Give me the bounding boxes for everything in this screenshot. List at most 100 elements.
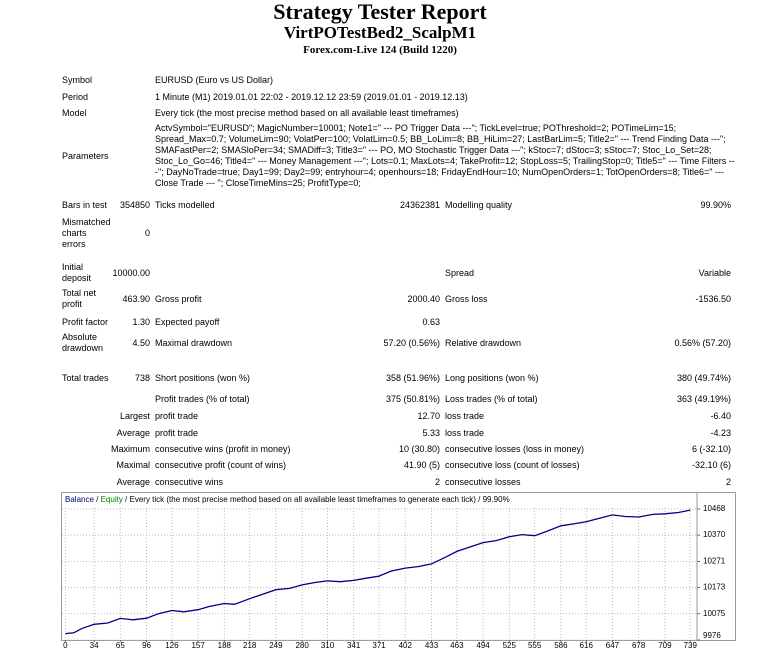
chart-legend: Balance / Equity / Every tick (the most … bbox=[65, 495, 510, 504]
stat-label: Mismatched charts errors bbox=[62, 216, 111, 249]
stat-value: 10 (30.80) bbox=[398, 443, 440, 454]
stat-row: Maximum consecutive wins (profit in money… bbox=[0, 443, 760, 455]
stat-label: Gross profit bbox=[155, 293, 202, 304]
stat-label: Maximal bbox=[116, 459, 150, 470]
stat-label: Loss trades (% of total) bbox=[445, 393, 538, 404]
info-row: Parameters ActvSymbol="EURUSD"; MagicNumb… bbox=[0, 123, 760, 188]
info-row: Symbol EURUSD (Euro vs US Dollar) bbox=[0, 74, 760, 86]
info-value: 1 Minute (M1) 2019.01.01 22:02 - 2019.12… bbox=[155, 91, 468, 102]
stat-value: -1536.50 bbox=[695, 293, 731, 304]
stat-value: 354850 bbox=[119, 199, 150, 210]
stat-value: 375 (50.81%) bbox=[385, 393, 440, 404]
x-tick-label: 341 bbox=[347, 641, 361, 650]
stat-label: consecutive wins (profit in money) bbox=[155, 443, 291, 454]
stat-row: Total net profit 463.90 Gross profit 2000.4… bbox=[0, 288, 760, 310]
stat-label: Bars in test bbox=[62, 199, 108, 210]
chart-frame bbox=[61, 492, 736, 641]
stat-value: 24362381 bbox=[399, 199, 440, 210]
x-tick-label: 157 bbox=[191, 641, 205, 650]
stat-row: Absolute drawdown 4.50 Maximal drawdown 57.… bbox=[0, 332, 760, 354]
info-value: ActvSymbol="EURUSD"; MagicNumber=10001; … bbox=[155, 123, 735, 188]
legend-separator: / bbox=[94, 495, 101, 504]
x-tick-label: 371 bbox=[372, 641, 386, 650]
stat-label: Total net profit bbox=[62, 288, 97, 309]
stat-label: Maximal drawdown bbox=[155, 337, 233, 348]
stat-label: Maximum bbox=[110, 443, 150, 454]
x-tick-label: 402 bbox=[399, 641, 413, 650]
stat-label: loss trade bbox=[445, 410, 485, 421]
stat-value: -6.40 bbox=[710, 410, 731, 421]
stat-label: Initial deposit bbox=[62, 262, 92, 283]
stat-row: Average consecutive wins 2 consecutive loss… bbox=[0, 476, 760, 488]
x-tick-label: 188 bbox=[218, 641, 232, 650]
stat-row: Maximal consecutive profit (count of wins… bbox=[0, 459, 760, 471]
stat-row: Bars in test 354850 Ticks modelled 24362381… bbox=[0, 199, 760, 211]
report-title: Strategy Tester Report bbox=[273, 0, 487, 24]
stat-label: Short positions (won %) bbox=[155, 372, 251, 383]
stat-value: 12.70 bbox=[417, 410, 440, 421]
stat-label: Relative drawdown bbox=[445, 337, 522, 348]
stat-value: 2 bbox=[434, 476, 440, 487]
x-tick-label: 218 bbox=[243, 641, 257, 650]
stat-label: consecutive wins bbox=[155, 476, 224, 487]
stat-value: 41.90 (5) bbox=[403, 459, 440, 470]
legend-entry: Balance bbox=[65, 495, 94, 504]
report-subtitle: VirtPOTestBed2_ScalpM1 bbox=[283, 23, 477, 42]
stat-label: consecutive losses bbox=[445, 476, 521, 487]
stat-label: profit trade bbox=[155, 410, 199, 421]
legend-subtitle: Every tick (the most precise method base… bbox=[130, 495, 477, 504]
stat-label: Expected payoff bbox=[155, 316, 220, 327]
x-tick-label: 616 bbox=[580, 641, 594, 650]
x-tick-label: 249 bbox=[269, 641, 283, 650]
stat-value: 363 (49.19%) bbox=[676, 393, 731, 404]
x-tick-label: 709 bbox=[658, 641, 672, 650]
stat-value: 380 (49.74%) bbox=[676, 372, 731, 383]
x-tick-label: 0 bbox=[63, 641, 68, 650]
x-tick-label: 555 bbox=[528, 641, 542, 650]
y-tick-label: 9976 bbox=[703, 631, 721, 640]
stat-value: 99.90% bbox=[700, 199, 731, 210]
x-tick-label: 494 bbox=[476, 641, 490, 650]
stat-label: profit trade bbox=[155, 427, 199, 438]
info-row: Period 1 Minute (M1) 2019.01.01 22:02 - 2… bbox=[0, 91, 760, 103]
x-tick-label: 96 bbox=[142, 641, 151, 650]
info-value: Every tick (the most precise method base… bbox=[155, 107, 459, 118]
stat-value: 0 bbox=[144, 227, 150, 238]
stat-value: 0.56% (57.20) bbox=[674, 337, 731, 348]
stat-label: Largest bbox=[119, 410, 150, 421]
stat-label: consecutive losses (loss in money) bbox=[445, 443, 585, 454]
x-tick-label: 310 bbox=[321, 641, 335, 650]
stat-label: Long positions (won %) bbox=[445, 372, 539, 383]
stat-label: Total trades bbox=[62, 372, 109, 383]
stat-label: loss trade bbox=[445, 427, 485, 438]
stat-label: consecutive profit (count of wins) bbox=[155, 459, 287, 470]
stat-label: Profit trades (% of total) bbox=[155, 393, 250, 404]
stat-value: 738 bbox=[134, 372, 150, 383]
stat-value: 2 bbox=[725, 476, 731, 487]
x-tick-label: 739 bbox=[684, 641, 698, 650]
stat-label: Spread bbox=[445, 267, 475, 278]
stat-value: 2000.40 bbox=[407, 293, 440, 304]
stat-value: 5.33 bbox=[422, 427, 440, 438]
info-label: Parameters bbox=[62, 150, 109, 161]
y-tick-label: 10271 bbox=[703, 557, 726, 566]
x-tick-label: 65 bbox=[116, 641, 125, 650]
stat-value: 4.50 bbox=[132, 337, 150, 348]
stat-value: 1.30 bbox=[132, 316, 150, 327]
stat-label: Profit factor bbox=[62, 316, 109, 327]
stat-value: 57.20 (0.56%) bbox=[383, 337, 440, 348]
legend-separator: / bbox=[123, 495, 130, 504]
info-row: Model Every tick (the most precise method… bbox=[0, 107, 760, 119]
x-tick-label: 463 bbox=[450, 641, 464, 650]
legend-quality: 99.90% bbox=[483, 495, 510, 504]
x-tick-label: 280 bbox=[295, 641, 309, 650]
x-tick-label: 126 bbox=[165, 641, 179, 650]
stat-value: -32.10 (6) bbox=[691, 459, 731, 470]
x-tick-label: 34 bbox=[90, 641, 99, 650]
y-tick-label: 10075 bbox=[703, 609, 726, 618]
y-tick-label: 10173 bbox=[703, 583, 726, 592]
legend-entry: Equity bbox=[101, 495, 123, 504]
stat-label: Average bbox=[116, 427, 150, 438]
balance-line bbox=[65, 509, 691, 635]
y-tick-label: 10468 bbox=[703, 504, 726, 513]
